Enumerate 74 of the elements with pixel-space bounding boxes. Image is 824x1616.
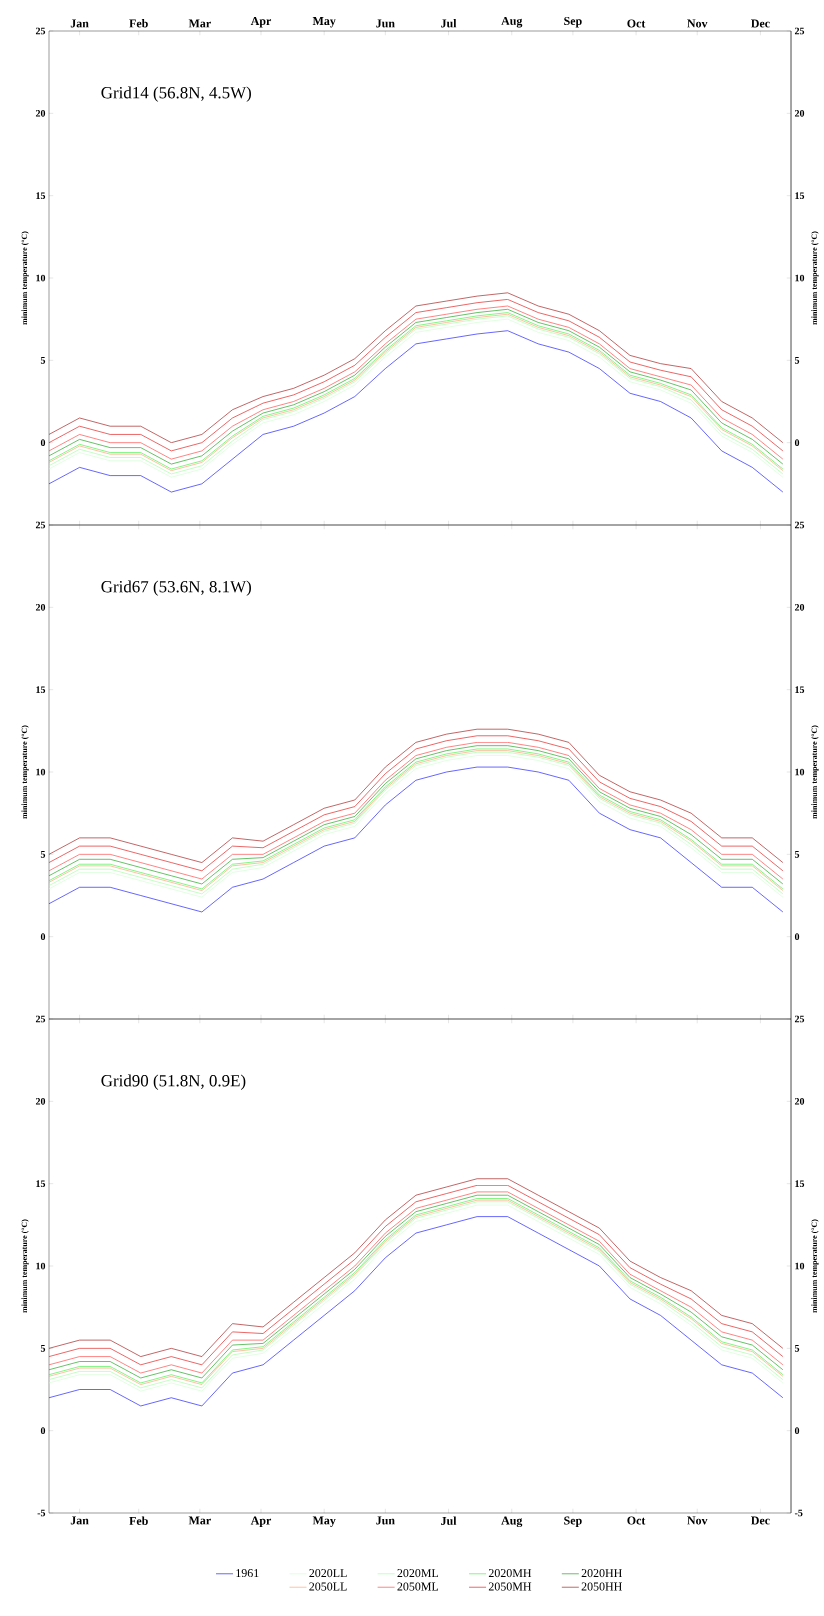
x-tick-label: Aug [501, 16, 523, 28]
text: Grid67 (53.6N, 8.1W) [101, 580, 251, 596]
y-tick-label: 25 [35, 27, 46, 35]
y2-tick-label: 15 [795, 192, 805, 199]
x-tick-label: Mar [188, 1516, 211, 1525]
y-tick-label: 5 [40, 357, 46, 364]
y2-tick-label: 10 [795, 1262, 805, 1270]
x-tick-label: Jan [70, 19, 89, 28]
x-tick-label: May [312, 17, 336, 28]
x-tick-label: Nov [687, 1516, 708, 1525]
x-tick-label: Mar [188, 19, 211, 28]
x-tick-label: Feb [129, 1516, 148, 1525]
y2-tick-label: -5 [794, 1509, 803, 1517]
legend-label: 2050HH [581, 1582, 622, 1591]
y-tick-label: -5 [37, 1509, 46, 1517]
legend-label: 2050ML [397, 1582, 439, 1591]
x-tick-label: Sep [564, 1516, 582, 1527]
legend-label: 2020MH [488, 1569, 532, 1578]
y-tick-label: 20 [35, 1097, 46, 1105]
y2-tick-label: 0 [794, 439, 800, 447]
x-tick-label: Jun [376, 1516, 395, 1525]
y2-tick-label: 10 [795, 768, 805, 776]
x-tick-label: May [312, 1516, 336, 1527]
y-tick-label: 15 [36, 1180, 46, 1188]
y2-tick-label: 5 [794, 357, 800, 364]
y2-tick-label: 20 [794, 603, 805, 611]
y2-tick-label: 20 [794, 109, 805, 117]
y-tick-label: 25 [35, 521, 46, 529]
y-tick-label: 15 [36, 192, 46, 199]
x-tick-label: Nov [687, 19, 708, 28]
y-tick-label: 10 [36, 768, 46, 776]
y2-tick-label: 20 [794, 1097, 805, 1105]
x-tick-label: Aug [501, 1516, 523, 1528]
y2-tick-label: 25 [794, 521, 805, 529]
y-tick-label: 0 [40, 933, 46, 941]
y2-tick-label: 15 [795, 686, 805, 694]
y2-tick-label: 0 [794, 933, 800, 941]
y-tick-label: 20 [35, 109, 46, 117]
y-tick-label: 25 [35, 1015, 46, 1023]
legend-label: 1961 [236, 1569, 259, 1578]
x-tick-label: Jul [441, 1516, 457, 1525]
y-tick-label: 20 [35, 603, 46, 611]
y-tick-label: 10 [36, 274, 46, 282]
y2-tick-label: 25 [794, 27, 805, 35]
legend-label: 2020LL [309, 1569, 347, 1578]
y-tick-label: 15 [36, 686, 46, 694]
x-tick-label: Dec [751, 19, 770, 28]
y-tick-label: 0 [40, 439, 46, 447]
legend-label: 2050MH [488, 1582, 532, 1591]
y2-tick-label: 10 [795, 274, 805, 282]
y2-tick-label: 5 [794, 1345, 800, 1352]
y-tick-label: 5 [40, 851, 46, 858]
x-tick-label: Sep [564, 17, 582, 28]
y2-tick-label: 15 [795, 1180, 805, 1188]
legend-label: 2020HH [581, 1569, 622, 1578]
y-tick-label: 0 [40, 1427, 46, 1435]
x-tick-label: Dec [751, 1516, 770, 1525]
y-tick-label: 5 [40, 1345, 46, 1352]
y2-tick-label: 25 [794, 1015, 805, 1023]
x-tick-label: Jul [441, 19, 457, 28]
text: Grid14 (56.8N, 4.5W) [101, 86, 251, 102]
x-tick-label: Apr [250, 17, 272, 28]
x-tick-label: Feb [129, 19, 148, 28]
x-tick-label: Oct [627, 1516, 646, 1525]
x-tick-label: Apr [250, 1516, 272, 1527]
y2-tick-label: 0 [794, 1427, 800, 1435]
text: Grid90 (51.8N, 0.9E) [101, 1074, 246, 1090]
legend-label: 2050LL [309, 1582, 347, 1591]
legend-label: 2020ML [397, 1569, 439, 1578]
x-tick-label: Jun [376, 19, 395, 28]
y2-tick-label: 5 [794, 851, 800, 858]
x-tick-label: Oct [627, 19, 646, 28]
y-tick-label: 10 [36, 1262, 46, 1270]
x-tick-label: Jan [70, 1516, 89, 1525]
